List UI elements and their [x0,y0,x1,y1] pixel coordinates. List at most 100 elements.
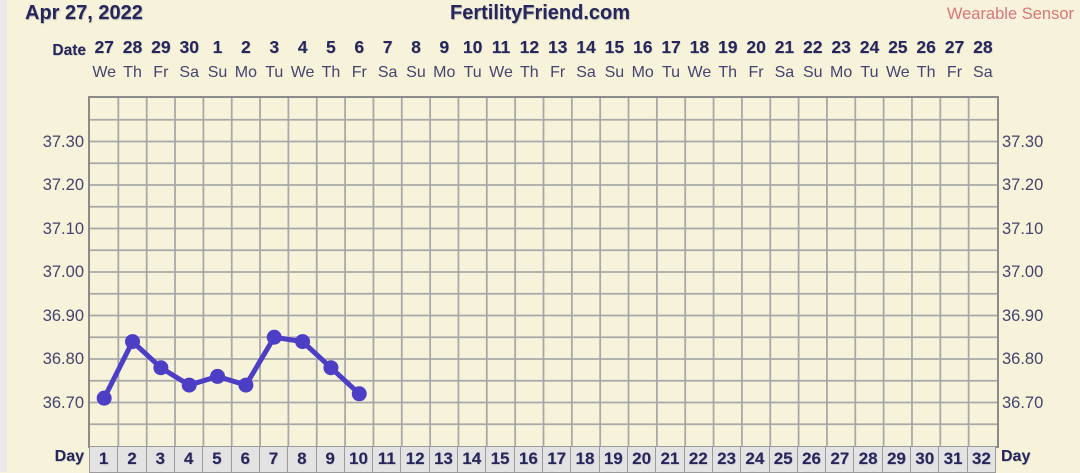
day-cell[interactable]: 4 [174,447,203,472]
day-cell[interactable]: 3 [146,447,174,472]
day-cell[interactable]: 17 [543,447,571,472]
day-cell[interactable]: 30 [911,447,939,472]
y-axis-tick-label: 36.80 [42,350,84,368]
date-cell: 2 [241,37,251,57]
day-cell[interactable]: 10 [344,447,373,472]
date-cell: 9 [439,37,450,57]
weekday-cell: Fr [153,64,169,81]
date-cell: 29 [151,37,171,57]
y-axis-tick-label: 37.30 [42,132,84,151]
weekday-cell: Mo [631,64,654,81]
day-cell[interactable]: 26 [797,447,826,472]
day-cell[interactable]: 14 [458,447,486,472]
date-axis-row: 27 28 29 30 1 2 3 4 5 6 7 8 9 10 11 12 13 14 15 16 17 18 19 20 2… [90,36,997,58]
day-cell[interactable]: 7 [259,447,288,472]
y-axis-tick-label: 36.80 [1002,350,1044,368]
date-cell: 1 [212,37,223,57]
weekday-cell: Fr [748,64,764,81]
weekday-cell: Mo [433,64,456,81]
day-cell[interactable]: 28 [854,447,882,472]
chart-date: Apr 27, 2022 [25,2,143,24]
weekday-cell: Tu [265,64,284,81]
y-axis-tick-label: 36.90 [42,306,84,325]
day-cell[interactable]: 1 [90,447,118,472]
date-cell: 26 [916,37,936,57]
day-cell[interactable]: 11 [373,447,401,472]
day-cell[interactable]: 23 [712,447,741,472]
y-axis-tick-label: 37.10 [1002,219,1044,238]
day-cell[interactable]: 21 [656,447,684,472]
y-axis-tick-label: 37.10 [42,219,84,238]
date-cell: 23 [831,37,851,57]
weekday-cell: Fr [351,64,367,81]
plot-area[interactable] [88,96,999,448]
day-cell[interactable]: 6 [231,447,259,472]
day-cell[interactable]: 29 [882,447,911,472]
day-cell[interactable]: 13 [429,447,458,472]
y-axis-tick-label: 36.70 [1002,393,1044,412]
weekday-cell: Su [207,64,228,81]
date-cell: 15 [604,37,625,57]
date-axis-label: Date [52,42,86,59]
weekday-cell: Su [802,64,823,81]
y-axis-tick-label: 37.30 [1002,132,1044,151]
day-cell[interactable]: 2 [118,447,146,472]
y-axis-tick-label: 37.00 [42,263,84,281]
date-cell: 13 [547,37,568,57]
date-cell: 24 [859,37,880,57]
day-cell[interactable]: 22 [684,447,712,472]
weekday-cell: Fr [550,64,566,81]
date-cell: 25 [888,37,908,57]
weekday-cell: We [92,64,117,81]
date-cell: 27 [94,37,114,57]
day-cell[interactable]: 18 [571,447,599,472]
date-cell: 18 [689,37,710,57]
day-cell[interactable]: 5 [203,447,231,472]
weekday-cell: Sa [377,64,398,81]
date-cell: 20 [746,37,766,57]
day-cell[interactable]: 31 [939,447,967,472]
day-cell[interactable]: 16 [514,447,542,472]
date-cell: 4 [297,37,308,57]
day-axis-label-left: Day [54,448,84,465]
date-cell: 6 [354,37,365,57]
day-cell[interactable]: 27 [826,447,854,472]
weekday-cell: Sa [973,64,993,81]
site-title: FertilityFriend.com [449,2,631,24]
day-cell[interactable]: 32 [967,447,995,472]
weekday-cell: Th [321,64,341,81]
weekday-cell: Sa [774,64,795,81]
date-cell: 30 [179,37,199,57]
date-cell: 14 [576,37,596,57]
weekday-cell: Tu [662,64,681,81]
day-cell[interactable]: 12 [401,447,429,472]
date-cell: 27 [944,37,965,57]
date-cell: 17 [661,37,681,57]
y-axis-tick-label: 37.00 [1002,263,1044,281]
left-edge-strip [0,0,7,472]
date-cell: 22 [803,37,823,57]
date-cell: 10 [462,37,483,57]
y-axis-tick-label: 36.70 [42,393,84,412]
day-cell[interactable]: 25 [769,447,797,472]
weekday-cell: Tu [860,64,879,81]
date-cell: 5 [326,37,336,57]
day-cell[interactable]: 20 [627,447,656,472]
y-axis-tick-label: 37.20 [1002,176,1044,194]
day-cell[interactable]: 8 [288,447,316,472]
weekday-cell: We [885,64,910,81]
date-cell: 28 [122,37,143,57]
day-cell[interactable]: 19 [599,447,627,472]
day-cell[interactable]: 9 [316,447,344,472]
wearable-sensor-label: Wearable Sensor [946,5,1074,23]
weekday-cell: Fr [946,64,963,81]
date-cell: 28 [973,37,993,57]
weekday-cell: Th [718,64,738,81]
date-cell: 21 [774,37,795,57]
weekday-cell: Su [604,64,625,81]
day-cell[interactable]: 24 [741,447,769,472]
date-cell: 8 [411,37,421,57]
weekday-cell: Th [123,64,142,81]
day-cell[interactable]: 15 [486,447,514,472]
